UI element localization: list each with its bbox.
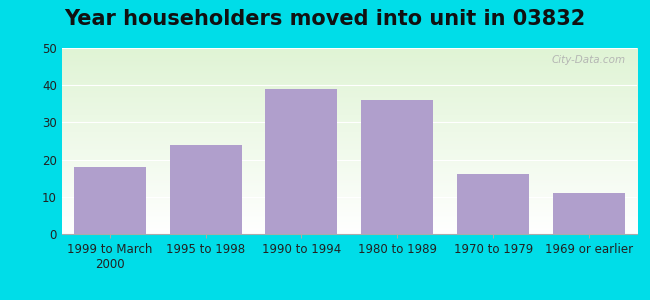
Text: Year householders moved into unit in 03832: Year householders moved into unit in 038…	[64, 9, 586, 29]
Bar	[553, 193, 625, 234]
Bar	[265, 89, 337, 234]
Bar	[73, 167, 146, 234]
Bar	[361, 100, 434, 234]
Text: City-Data.com: City-Data.com	[551, 56, 625, 65]
Bar	[457, 175, 529, 234]
Bar	[170, 145, 242, 234]
